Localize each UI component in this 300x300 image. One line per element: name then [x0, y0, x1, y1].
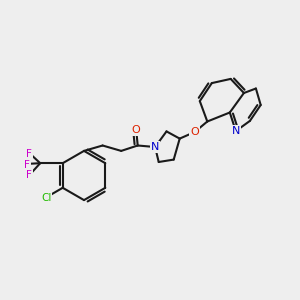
- Text: N: N: [151, 142, 159, 152]
- Text: Cl: Cl: [41, 193, 51, 203]
- Text: F: F: [26, 148, 32, 159]
- Text: F: F: [26, 169, 32, 180]
- Text: O: O: [132, 125, 141, 135]
- Text: O: O: [190, 127, 199, 137]
- Text: N: N: [232, 126, 240, 136]
- Text: F: F: [24, 160, 30, 170]
